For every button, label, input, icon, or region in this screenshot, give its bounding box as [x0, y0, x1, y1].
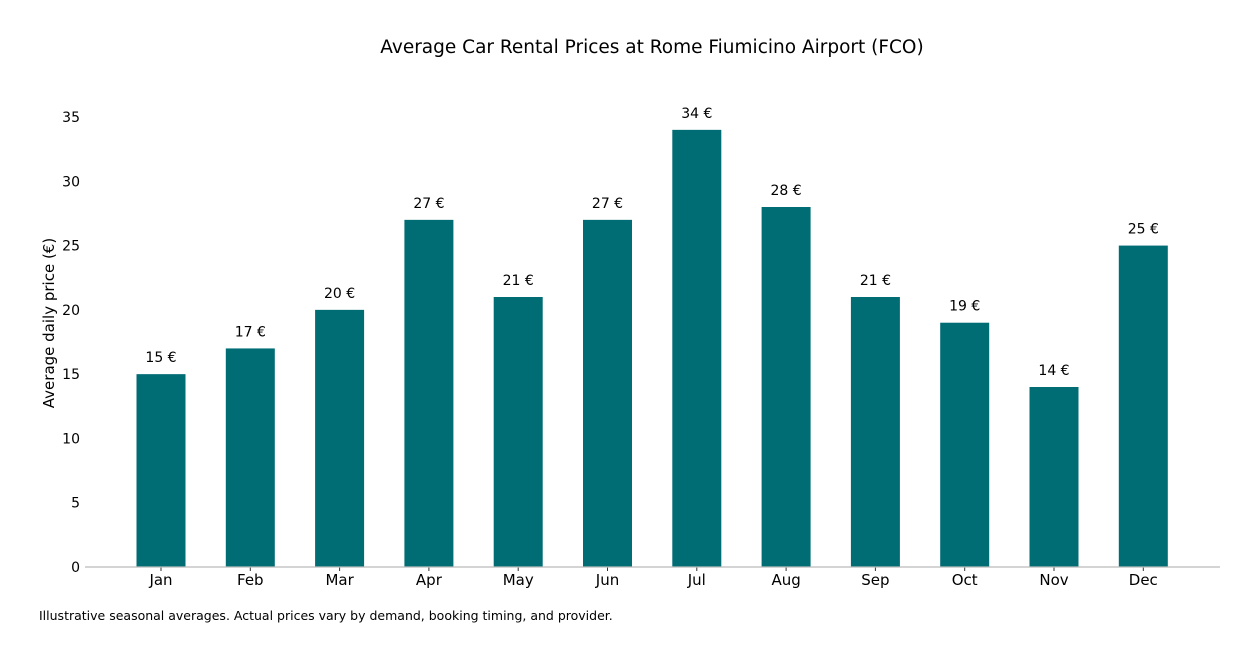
x-tick-label: May — [503, 571, 534, 589]
y-tick-label: 35 — [62, 110, 80, 126]
y-tick-label: 5 — [71, 496, 80, 512]
data-label: 19 € — [949, 299, 980, 315]
y-tick-label: 15 — [62, 367, 80, 383]
data-label: 25 € — [1128, 222, 1159, 238]
x-tick-label: Jun — [595, 571, 619, 589]
y-tick-label: 0 — [71, 560, 80, 576]
x-tick-label: Jul — [687, 571, 706, 589]
x-tick-label: Nov — [1039, 571, 1068, 589]
y-tick-label: 30 — [62, 174, 80, 190]
y-axis-label: Average daily price (€) — [40, 238, 58, 408]
y-tick-label: 10 — [62, 431, 80, 447]
data-label: 34 € — [681, 106, 712, 122]
bar-nov — [1029, 387, 1079, 567]
y-tick-label: 20 — [62, 303, 80, 319]
y-tick-label: 25 — [62, 239, 80, 255]
x-tick-label: Mar — [325, 571, 354, 589]
x-tick-label: Sep — [861, 571, 889, 589]
x-tick-label: Aug — [771, 571, 800, 589]
data-label: 27 € — [592, 196, 623, 212]
bar-may — [493, 297, 543, 567]
data-label: 21 € — [860, 273, 891, 289]
x-tick-label: Oct — [952, 571, 978, 589]
data-label: 20 € — [324, 286, 355, 302]
x-tick-label: Jan — [148, 571, 172, 589]
data-label: 21 € — [503, 273, 534, 289]
data-label: 14 € — [1038, 363, 1069, 379]
bar-jul — [672, 129, 722, 567]
bar-apr — [404, 219, 454, 567]
bar-feb — [225, 348, 275, 567]
data-label: 17 € — [235, 324, 266, 340]
bar-oct — [940, 322, 990, 567]
data-label: 27 € — [413, 196, 444, 212]
bar-jun — [583, 219, 632, 567]
bar-dec — [1118, 245, 1168, 568]
footnote: Illustrative seasonal averages. Actual p… — [39, 608, 613, 623]
bar-aug — [761, 207, 811, 567]
x-tick-label: Dec — [1129, 571, 1158, 589]
bar-sep — [850, 297, 900, 567]
data-label: 15 € — [145, 350, 176, 366]
bar-mar — [315, 309, 365, 567]
data-label: 28 € — [771, 183, 802, 199]
bar-jan — [136, 374, 186, 567]
x-tick-label: Apr — [416, 571, 443, 589]
chart-title: Average Car Rental Prices at Rome Fiumic… — [380, 37, 923, 58]
x-tick-label: Feb — [237, 571, 264, 589]
